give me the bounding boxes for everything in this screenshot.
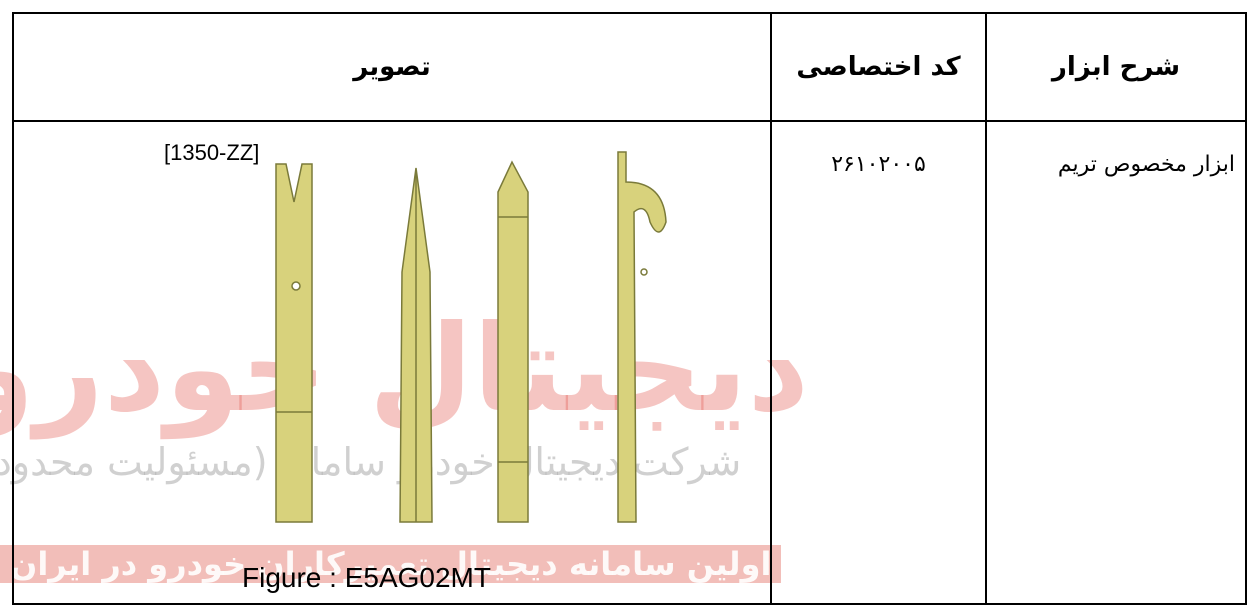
- header-cell: شرح ابزار: [985, 12, 1247, 122]
- tool-fork: [275, 163, 313, 523]
- body-row: ابزار مخصوص تریم ۲۶۱۰۲۰۰۵: [12, 120, 1247, 605]
- header-cell: تصویر: [12, 12, 772, 122]
- image-label: [1350-ZZ]: [164, 140, 260, 165]
- code: ۲۶۱۰۲۰۰۵: [770, 120, 987, 605]
- tool-table: شرح ابزار کد اختصاصی تصویر ابزار مخصوص ت…: [12, 12, 1247, 605]
- tool-hook: [617, 151, 667, 523]
- image-cell: [1350-ZZ] Figure : E5AG02MT: [12, 120, 772, 605]
- header-cell: کد اختصاصی: [770, 12, 987, 122]
- description: ابزار مخصوص تریم: [985, 120, 1247, 605]
- figure-caption: Figure : E5AG02MT: [242, 562, 491, 593]
- tool-pry: [497, 160, 529, 523]
- tool-hole: [291, 281, 301, 291]
- tool-illustration: [275, 151, 667, 523]
- tool-hole: [640, 268, 648, 276]
- header-row: شرح ابزار کد اختصاصی تصویر: [12, 12, 1247, 122]
